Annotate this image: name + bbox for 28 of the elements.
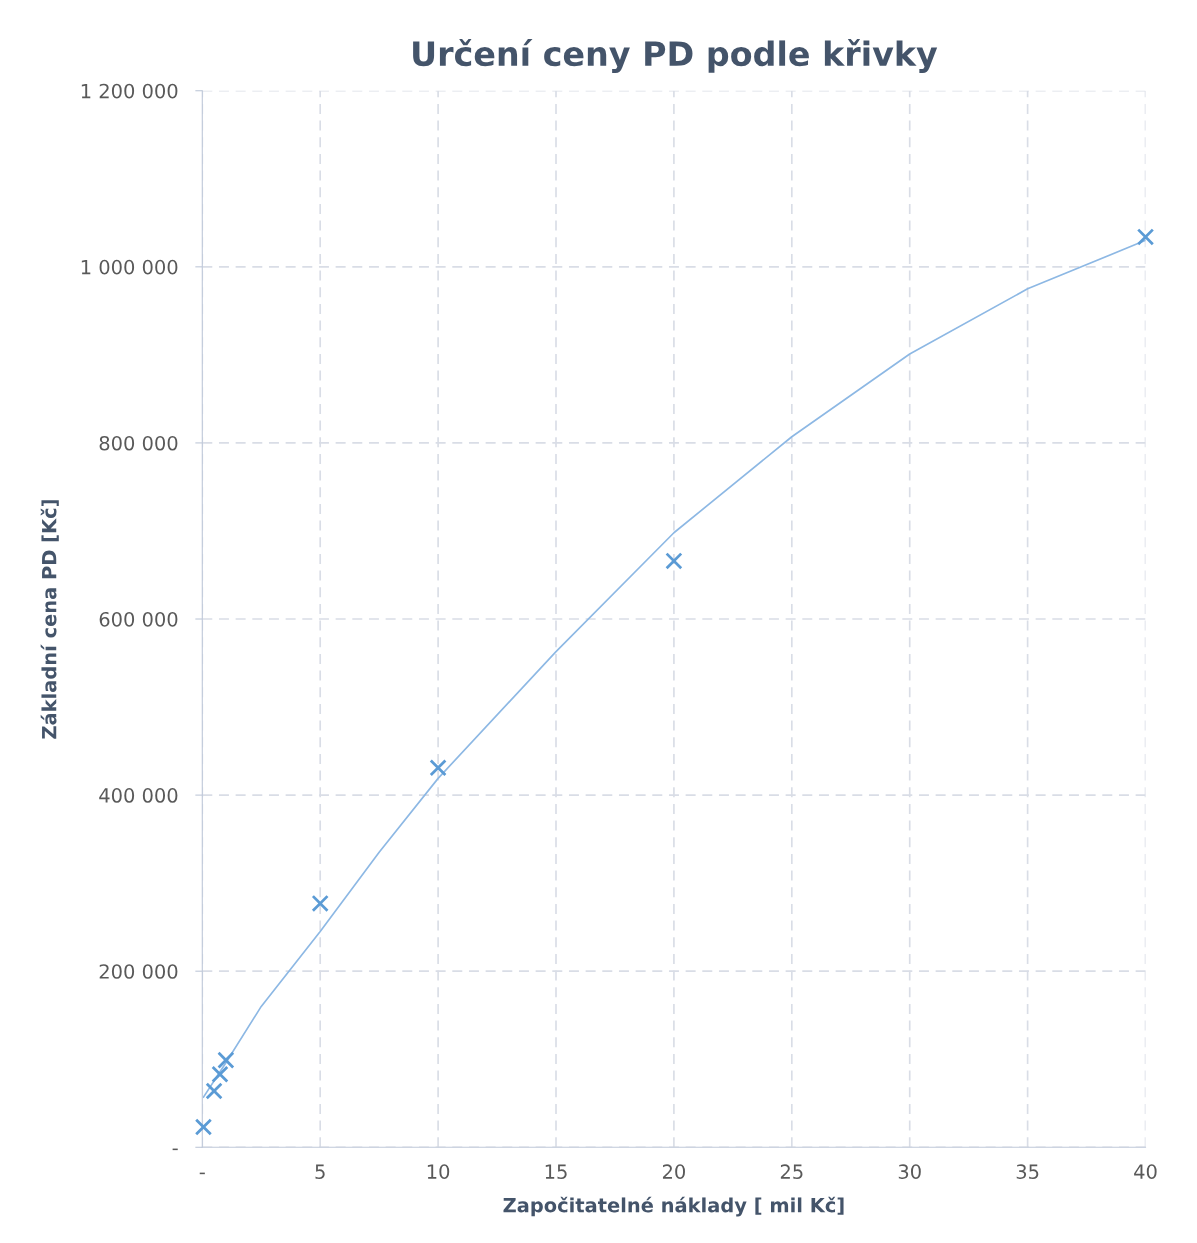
x-tick-label: 30 [898,1164,921,1180]
point [217,1051,235,1069]
point [429,759,447,777]
y-tick-label: - [172,1148,178,1151]
y-axis-title: Základní cena PD [Kč] [40,500,59,739]
y-tick-label: 200 000 [99,964,178,979]
point [665,552,683,570]
y-tick-label: 400 000 [99,788,178,803]
y-tick-label: 1 200 000 [81,83,178,99]
x-tick-label: 15 [545,1164,567,1180]
x-axis-title: Započitatelné náklady [ mil Kč] [503,1196,844,1217]
x-tick-label: 5 [315,1164,325,1180]
x-tick-label: 35 [1016,1164,1039,1180]
x-tick-label: 10 [427,1164,450,1180]
point [311,894,329,913]
point [211,1065,229,1083]
x-tick-label: 25 [780,1164,803,1180]
point [194,1118,213,1136]
x-tick-label: 40 [1134,1164,1157,1180]
y-tick-label: 800 000 [99,435,178,451]
point [1136,228,1155,246]
y-tick-label: 600 000 [99,611,178,627]
x-tick-label: 20 [662,1164,685,1180]
point [205,1082,223,1100]
chart-title: Určení ceny PD podle křivky [413,39,938,73]
x-tick-label: - [199,1172,205,1175]
line-series [202,239,1146,1098]
y-tick-label: 1 000 000 [81,259,178,275]
